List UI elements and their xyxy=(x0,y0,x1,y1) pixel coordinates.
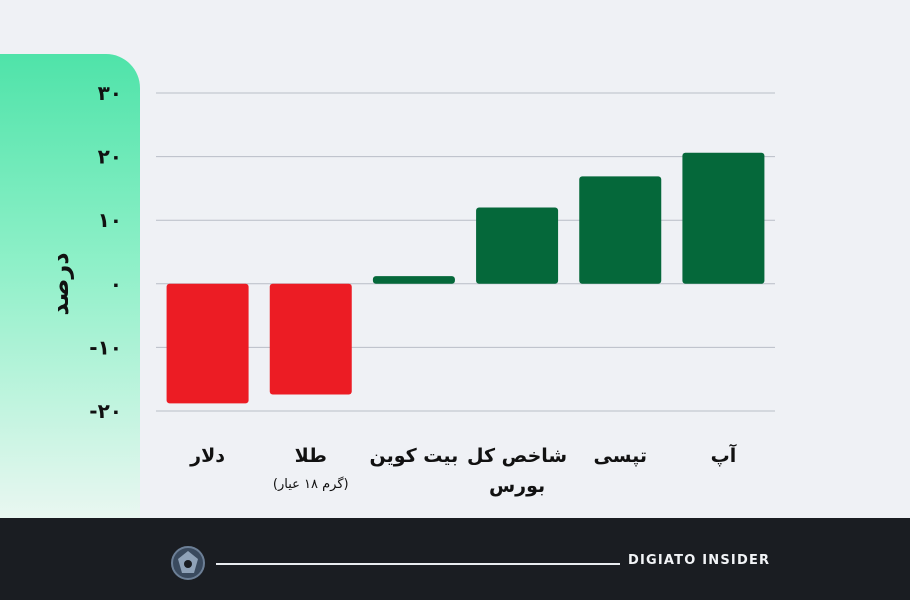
y-tick-label: ۳۰ xyxy=(98,81,122,105)
y-tick-label: ۰ xyxy=(110,272,122,296)
category-label: آپ xyxy=(711,443,737,467)
y-tick-label: -۲۰ xyxy=(89,399,122,423)
footer-bar: DIGIATO INSIDER xyxy=(0,518,910,600)
bar xyxy=(269,283,352,395)
y-tick-label: -۱۰ xyxy=(89,335,122,359)
category-label: تپسی xyxy=(594,445,647,467)
category-sublabel: (گرم ۱۸ عیار) xyxy=(273,476,349,492)
category-label: شاخص کل xyxy=(467,445,567,467)
footer-divider xyxy=(216,563,620,565)
y-tick-label: ۲۰ xyxy=(98,145,122,169)
category-label: بیت کوین xyxy=(370,445,459,467)
side-panel xyxy=(0,54,140,518)
category-label: دلار xyxy=(189,445,225,467)
digiato-logo-icon xyxy=(171,546,205,580)
bar xyxy=(476,207,559,284)
category-label: بورس xyxy=(489,475,545,497)
y-axis-label: درصد xyxy=(46,252,74,315)
bar xyxy=(372,276,455,284)
bar xyxy=(579,176,662,284)
bar xyxy=(166,283,249,404)
category-label: طلا xyxy=(295,445,327,467)
bar xyxy=(682,152,765,284)
brand-name: DIGIATO INSIDER xyxy=(628,553,771,568)
y-tick-label: ۱۰ xyxy=(98,208,122,232)
bar-chart: ۳۰ ۲۰ ۱۰ ۰ -۱۰ -۲۰ درصد دلار طلا (گرم ۱۸ عیار) بیت… xyxy=(46,81,775,497)
